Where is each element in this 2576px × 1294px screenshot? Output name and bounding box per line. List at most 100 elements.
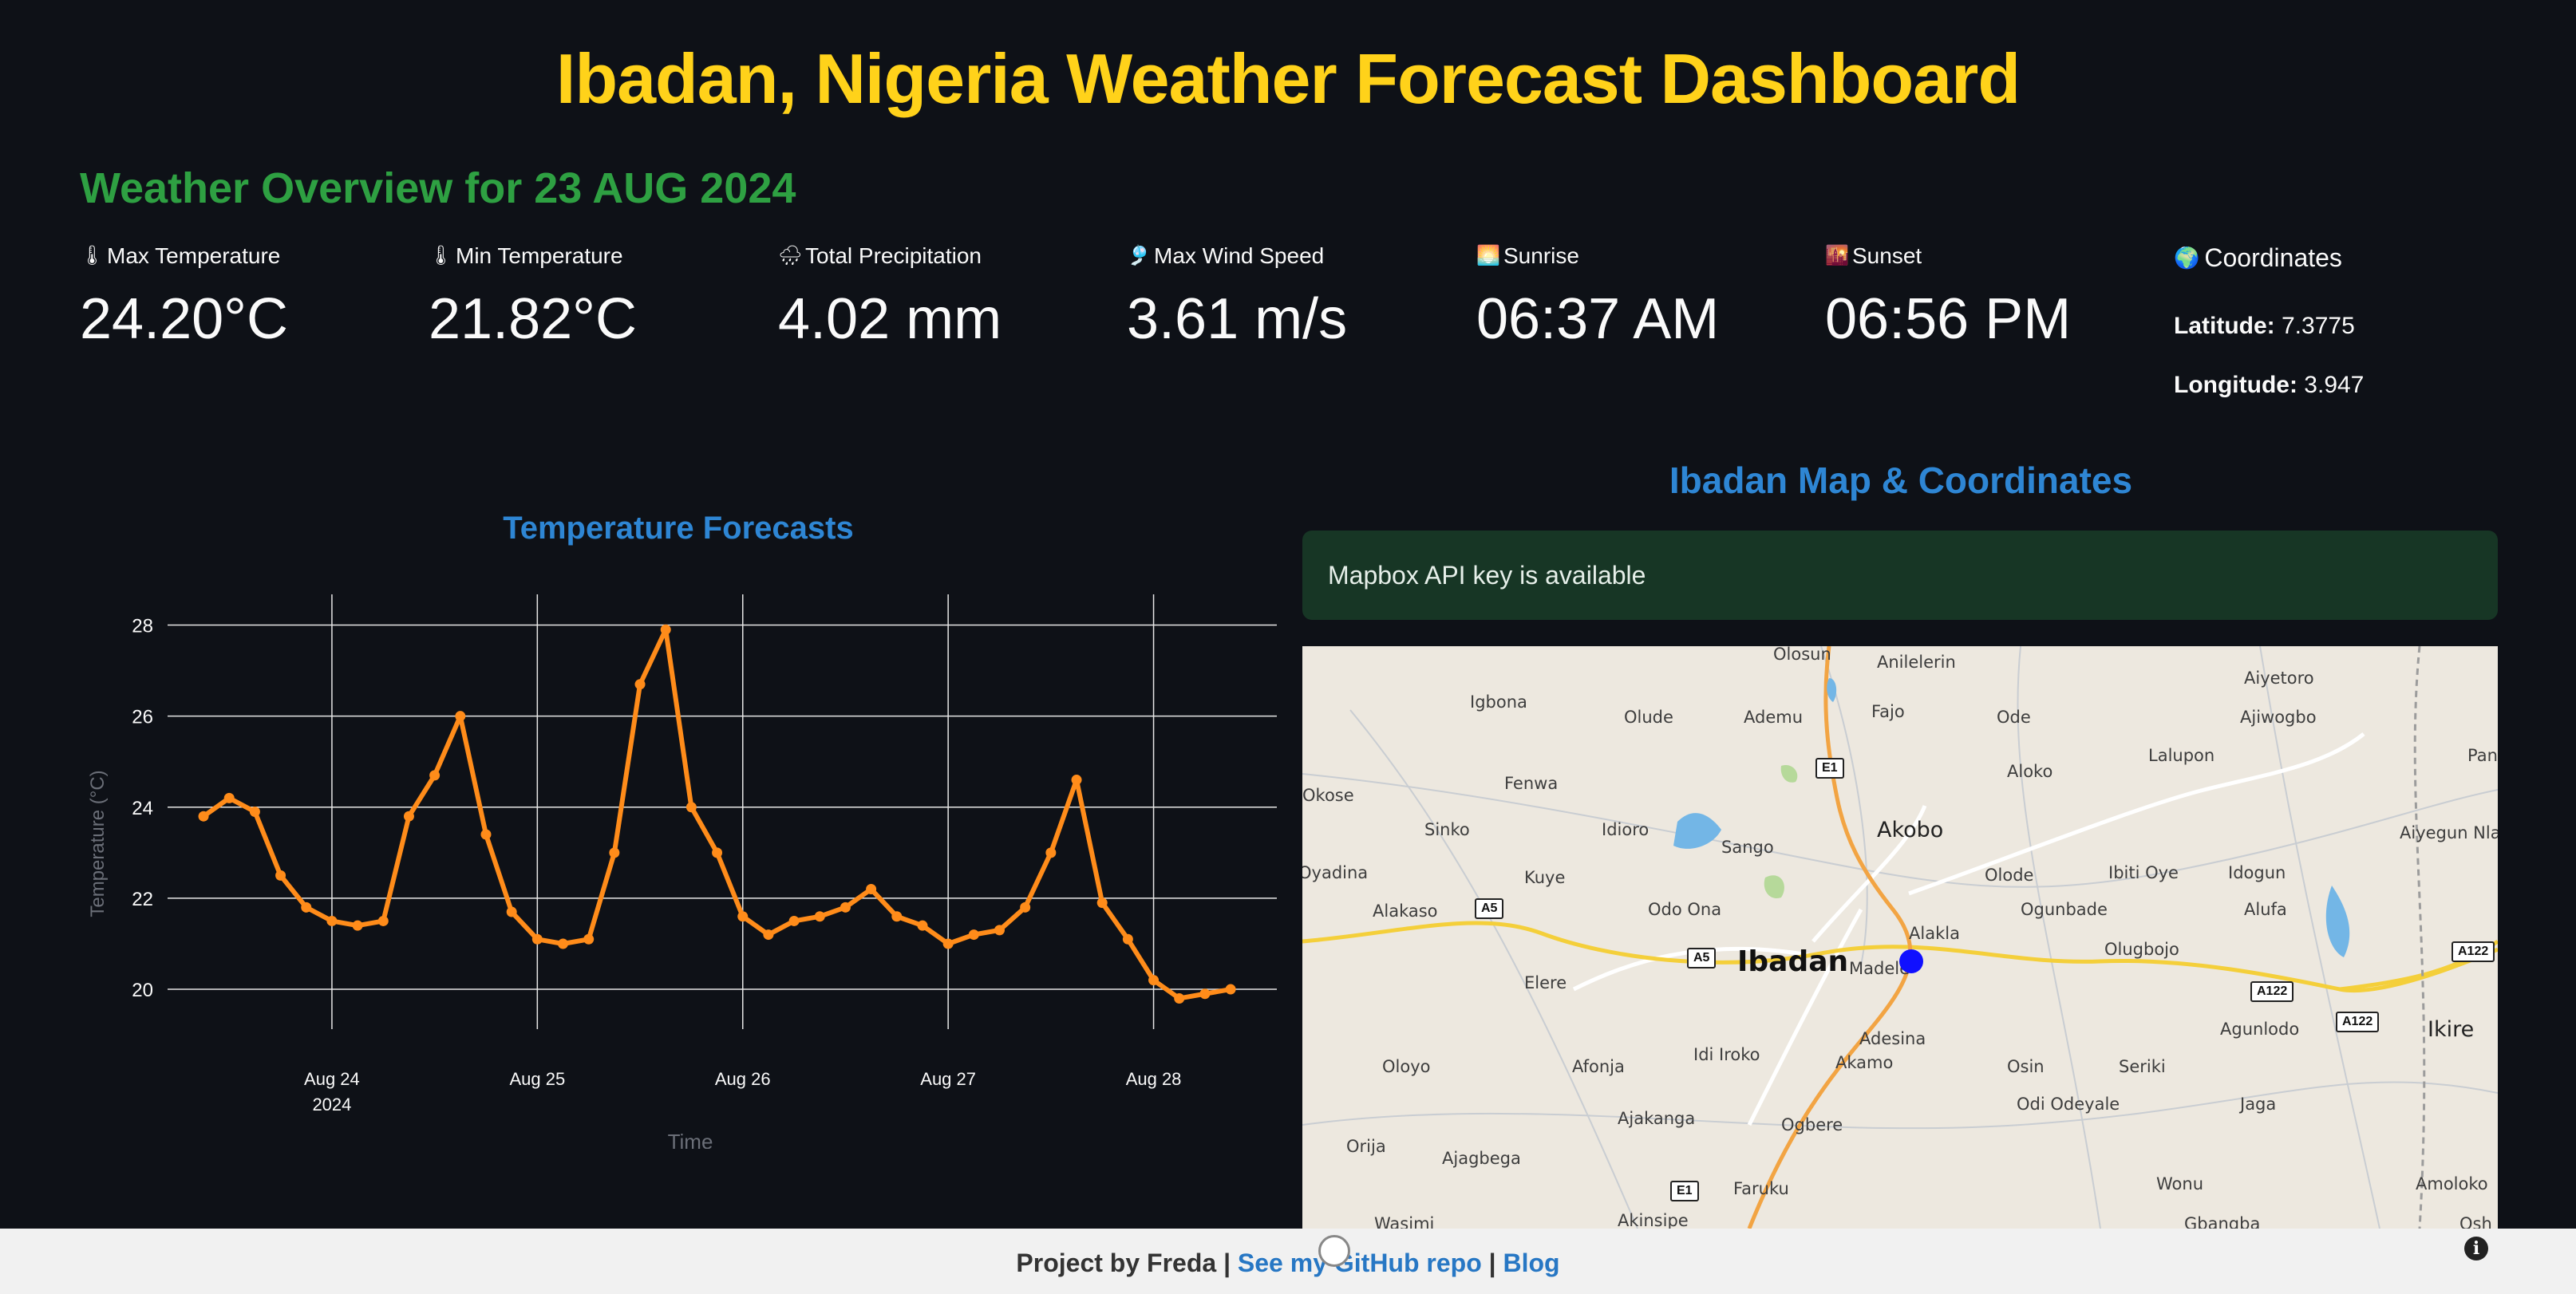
blog-link[interactable]: Blog <box>1503 1249 1560 1277</box>
metric-min-temperature: 🌡 Min Temperature 21.82°C <box>429 243 637 352</box>
metric-label: Min Temperature <box>456 243 623 268</box>
map-label: Odi Odeyale <box>2017 1095 2120 1114</box>
data-point <box>1096 898 1108 909</box>
metric-sunrise: 🌅 Sunrise 06:37 AM <box>1476 243 1719 352</box>
map-label: Akamo <box>1835 1053 1894 1072</box>
y-axis-label: Temperature (°C) <box>87 770 109 917</box>
location-marker[interactable] <box>1899 949 1923 973</box>
data-point <box>275 870 286 881</box>
x-tick-label: Aug 24 <box>304 1069 360 1089</box>
temperature-chart[interactable]: Temperature Forecasts 20 22 24 26 28 Aug 24 20… <box>80 495 1309 1154</box>
data-point <box>531 933 543 945</box>
data-point <box>968 929 979 941</box>
map-label: Sango <box>1721 838 1774 857</box>
longitude-line: Longitude: 3.947 <box>2174 372 2364 399</box>
y-tick-label: 20 <box>132 980 153 1001</box>
metric-value: 4.02 mm <box>778 287 1002 351</box>
chart-title: Temperature Forecasts <box>503 511 854 546</box>
latitude-value: 7.3775 <box>2282 313 2355 339</box>
footer-credit: Project by Freda <box>1016 1249 1217 1277</box>
data-point <box>737 911 749 922</box>
map-label: Alakla <box>1909 924 1960 943</box>
metric-max-wind-speed: 🎐 Max Wind Speed 3.61 m/s <box>1127 243 1347 352</box>
map-label: Osin <box>2007 1057 2045 1076</box>
metric-label: Sunrise <box>1503 243 1579 268</box>
ibadan-map[interactable]: Ibadan Akobo Madele Olosun Anilelerin Ai… <box>1302 646 2498 1229</box>
data-point <box>198 811 209 822</box>
map-label: Idi Iroko <box>1693 1045 1760 1064</box>
map-label: Ajakanga <box>1618 1109 1696 1128</box>
data-point <box>352 920 363 931</box>
map-label: Fenwa <box>1504 774 1559 793</box>
info-icon[interactable]: i <box>2464 1237 2488 1260</box>
map-label: Akobo <box>1877 818 1944 842</box>
metric-label: Sunset <box>1852 243 1922 268</box>
road-shield: A122 <box>2250 981 2294 1002</box>
data-point <box>1225 984 1236 995</box>
metric-value: 24.20°C <box>80 287 288 351</box>
sunset-icon: 🌇 <box>1825 245 1849 266</box>
temperature-line <box>202 627 1231 1001</box>
map-label: Aloko <box>2007 762 2053 781</box>
metric-sunset: 🌇 Sunset 06:56 PM <box>1825 243 2071 352</box>
data-point <box>558 938 569 949</box>
overview-heading: Weather Overview for 23 AUG 2024 <box>80 164 796 212</box>
footer: Project by Freda | See my GitHub repo | … <box>0 1229 2576 1294</box>
map-label: Faruku <box>1733 1179 1789 1198</box>
map-label: Amoloko <box>2416 1174 2488 1193</box>
map-label: Seriki <box>2119 1057 2166 1076</box>
github-link[interactable]: See my GitHub repo <box>1237 1249 1482 1277</box>
data-point <box>480 829 492 840</box>
data-point <box>223 792 235 803</box>
map-label: Ode <box>1997 708 2031 727</box>
data-point <box>917 920 928 931</box>
footer-separator: | <box>1216 1249 1238 1277</box>
data-point <box>1045 847 1057 858</box>
data-point <box>1071 775 1082 786</box>
page-title: Ibadan, Nigeria Weather Forecast Dashboa… <box>555 39 2021 118</box>
data-point <box>429 770 441 781</box>
map-label: Elere <box>1524 973 1567 992</box>
metric-max-temperature: 🌡 Max Temperature 24.20°C <box>80 243 288 352</box>
map-label: Anilelerin <box>1877 653 1956 672</box>
map-label: Ibiti Oye <box>2108 863 2179 882</box>
data-point <box>814 911 825 922</box>
map-label: Orija <box>1346 1137 1386 1156</box>
road-shield: A122 <box>2336 1012 2380 1032</box>
footer-separator: | <box>1481 1249 1503 1277</box>
data-point <box>1122 933 1133 945</box>
rain-cloud-icon: 🌧 <box>778 245 803 266</box>
map-label: Fajo <box>1871 702 1905 721</box>
map-label: Afonja <box>1572 1057 1625 1076</box>
data-point <box>1174 992 1185 1004</box>
y-tick-label: 24 <box>132 798 153 819</box>
data-point <box>506 906 517 917</box>
map-label: Olode <box>1985 866 2034 885</box>
globe-icon: 🌍 <box>2174 246 2200 270</box>
mapbox-logo-icon[interactable] <box>1318 1235 1350 1267</box>
api-key-alert: Mapbox API key is available <box>1302 531 2498 620</box>
road-shield: E1 <box>1815 758 1844 779</box>
map-label: Ajagbega <box>1442 1149 1521 1168</box>
map-label: Agunlodo <box>2220 1020 2300 1039</box>
data-point <box>634 679 646 690</box>
map-label: Olosun <box>1773 646 1831 664</box>
latitude-line: Latitude: 7.3775 <box>2174 313 2364 340</box>
x-tick-label: Aug 26 <box>715 1069 771 1089</box>
map-label: Ademu <box>1744 708 1804 727</box>
x-tick-label: Aug 25 <box>509 1069 565 1089</box>
road-shield: A5 <box>1475 898 1504 919</box>
map-label: Ikire <box>2428 1017 2475 1042</box>
map-label: Adesina <box>1859 1029 1926 1048</box>
data-point <box>249 807 260 817</box>
sunrise-icon: 🌅 <box>1476 245 1500 266</box>
map-label: Sinko <box>1424 820 1470 839</box>
map-label: Idioro <box>1602 820 1650 839</box>
metric-value: 3.61 m/s <box>1127 287 1348 351</box>
data-point <box>788 915 800 926</box>
data-point <box>660 624 671 635</box>
y-tick-label: 26 <box>132 707 153 728</box>
map-label: Ibadan <box>1737 945 1849 978</box>
longitude-value: 3.947 <box>2304 372 2365 398</box>
chart-svg[interactable]: 20 22 24 26 28 Aug 24 2024 Aug 25 Aug 26 Aug 27 Au… <box>80 495 1309 1154</box>
